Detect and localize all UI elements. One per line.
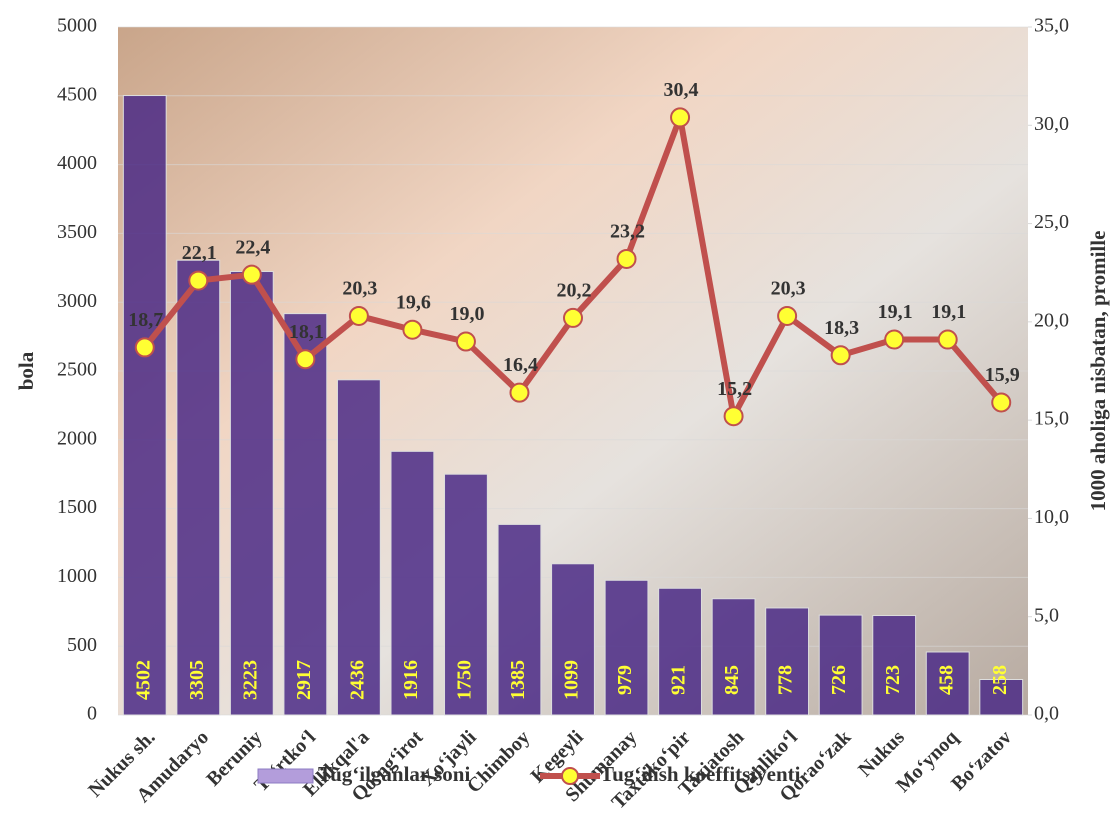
line-marker [188, 270, 209, 291]
y-tick-label: 0 [87, 703, 97, 725]
y-tick-label: 5000 [57, 15, 97, 37]
line-marker [616, 248, 637, 269]
line-value-label: 20,2 [557, 280, 592, 302]
line-marker [509, 382, 530, 403]
bar-value-label: 2436 [346, 660, 368, 700]
y2-tick-label: 5,0 [1034, 604, 1059, 626]
line-value-label: 18,1 [289, 321, 324, 343]
bar-value-label: 1099 [561, 660, 583, 700]
bar [765, 607, 810, 716]
bar [336, 379, 381, 716]
y-tick-label: 3000 [57, 290, 97, 312]
legend-marker [561, 767, 579, 785]
bar-value-label: 726 [828, 665, 850, 695]
line-value-label: 22,1 [182, 242, 217, 264]
bar [925, 651, 970, 716]
line-marker [295, 349, 316, 370]
bar-value-label: 4502 [132, 660, 154, 700]
bar [497, 523, 542, 716]
bar-value-label: 723 [882, 665, 904, 695]
bar [229, 271, 274, 716]
bar-value-label: 778 [775, 665, 797, 695]
line-marker [455, 331, 476, 352]
line-value-label: 19,0 [449, 303, 484, 325]
line-marker [241, 264, 262, 285]
line-marker [937, 329, 958, 350]
bar [711, 598, 756, 716]
y2-axis-title: 1000 aholiga nisbatan, promille [1086, 231, 1110, 512]
bar [122, 95, 167, 716]
bar [872, 615, 917, 716]
line-marker [830, 345, 851, 366]
line-value-label: 15,9 [985, 364, 1020, 386]
line-value-label: 23,2 [610, 221, 645, 243]
line-marker [777, 305, 798, 326]
bar [979, 678, 1024, 716]
line-value-label: 18,3 [824, 317, 859, 339]
line-marker [991, 392, 1012, 413]
legend-swatch [257, 768, 314, 784]
y-axis-title: bola [14, 351, 38, 390]
legend-label: Tug‘ilish koeffitsiyenti [600, 762, 801, 786]
bar-value-label: 1916 [400, 660, 422, 700]
bar-value-label: 1385 [507, 660, 529, 700]
line-marker [723, 406, 744, 427]
y-tick-label: 4000 [57, 152, 97, 174]
y2-tick-label: 35,0 [1034, 15, 1069, 37]
y-tick-label: 2000 [57, 427, 97, 449]
y-tick-label: 500 [67, 634, 97, 656]
line-value-label: 20,3 [771, 278, 806, 300]
bar-value-label: 845 [721, 665, 743, 695]
line-marker [402, 319, 423, 340]
y-tick-label: 1000 [57, 565, 97, 587]
line-value-label: 18,7 [128, 309, 163, 331]
line-value-label: 30,4 [664, 79, 699, 101]
y2-tick-label: 0,0 [1034, 703, 1059, 725]
y-tick-label: 4500 [57, 83, 97, 105]
bar-value-label: 1750 [454, 660, 476, 700]
y2-tick-label: 10,0 [1034, 506, 1069, 528]
bar-value-label: 979 [614, 665, 636, 695]
line-marker [348, 305, 369, 326]
line-value-label: 19,6 [396, 291, 431, 313]
bar-value-label: 921 [668, 665, 690, 695]
line-marker [563, 307, 583, 328]
bar [604, 579, 649, 716]
y-tick-label: 3500 [57, 221, 97, 243]
bar [658, 587, 702, 716]
line-value-label: 19,1 [878, 301, 913, 323]
line-value-label: 16,4 [503, 354, 538, 376]
y2-tick-label: 20,0 [1034, 309, 1069, 331]
bar [176, 259, 221, 716]
bar-value-label: 3305 [186, 660, 208, 700]
line-value-label: 20,3 [342, 278, 377, 300]
line-marker [134, 337, 155, 358]
bar [283, 313, 328, 716]
bar [390, 450, 435, 716]
x-tick-label: Bo‘zatov [947, 726, 1016, 795]
bar-value-label: 2917 [293, 660, 315, 700]
y-tick-label: 2500 [57, 359, 97, 381]
y2-tick-label: 25,0 [1034, 211, 1069, 233]
y2-tick-label: 30,0 [1034, 113, 1069, 135]
legend-label: Tug‘ilganlar soni [318, 762, 470, 786]
line-marker [670, 107, 691, 128]
y2-tick-label: 15,0 [1034, 408, 1069, 430]
line-value-label: 22,4 [235, 236, 270, 258]
line-value-label: 19,1 [931, 301, 966, 323]
bar-value-label: 3223 [239, 660, 261, 700]
bar [818, 614, 863, 716]
line-value-label: 15,2 [717, 378, 752, 400]
y-tick-label: 1500 [57, 496, 97, 518]
bar-value-label: 258 [989, 665, 1011, 695]
line-marker [884, 329, 905, 350]
bar [551, 563, 595, 716]
bar-value-label: 458 [935, 665, 957, 695]
bar [444, 473, 488, 716]
